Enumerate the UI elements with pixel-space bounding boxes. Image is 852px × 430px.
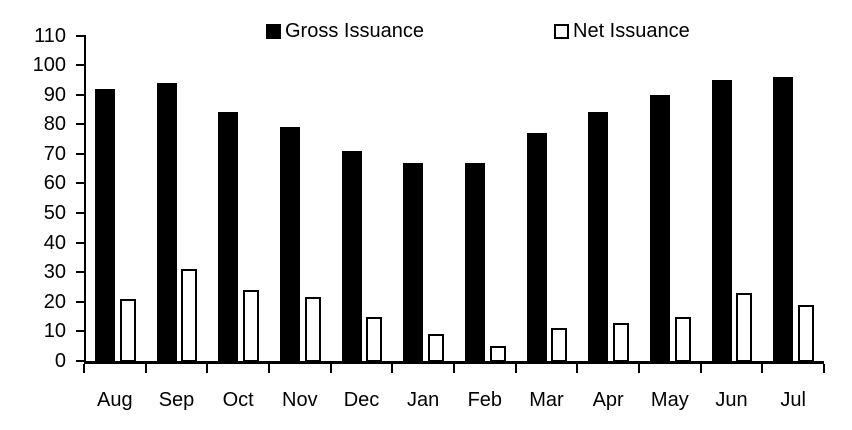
x-axis-tick (761, 364, 764, 373)
bar-net-feb (489, 346, 506, 362)
x-axis-tick (823, 364, 825, 373)
bar-gross-apr (588, 112, 609, 362)
y-axis-label: 60 (43, 172, 66, 195)
y-axis-tick (76, 64, 84, 67)
y-axis-tick (76, 330, 84, 333)
bar-net-jun (736, 292, 753, 362)
y-axis-tick (76, 271, 84, 274)
x-axis-tick (83, 364, 85, 373)
x-axis-tick (453, 364, 455, 373)
bar-gross-jan (403, 162, 424, 362)
x-axis-label: Apr (592, 389, 624, 411)
bar-net-jul (797, 304, 814, 362)
x-axis-tick (268, 364, 270, 373)
bar-net-may (674, 316, 691, 362)
x-axis-tick (699, 364, 702, 373)
y-axis-tick (76, 241, 84, 244)
y-axis-label: 40 (43, 231, 66, 254)
y-axis-tick (76, 152, 84, 155)
legend-item-gross: Gross Issuance (266, 21, 424, 41)
bar-net-oct (242, 289, 259, 362)
bar-net-jan (427, 334, 444, 362)
y-axis-label: 50 (43, 202, 66, 225)
bar-net-sep (181, 269, 198, 362)
legend-label-gross: Gross Issuance (285, 20, 424, 42)
y-axis-label: 90 (43, 83, 66, 106)
bar-gross-oct (218, 112, 239, 362)
bar-net-dec (366, 316, 383, 362)
y-axis-label: 20 (43, 290, 66, 313)
legend-item-net: Net Issuance (554, 21, 690, 41)
x-axis-tick (638, 364, 640, 373)
bar-gross-mar (526, 133, 547, 362)
bar-net-nov (304, 297, 321, 362)
y-axis-tick (76, 182, 84, 185)
x-axis-label: May (650, 389, 689, 411)
x-axis-label: Aug (97, 389, 133, 411)
bar-net-mar (551, 328, 568, 362)
y-axis-label: 70 (43, 142, 66, 165)
x-axis-label: Jun (715, 389, 748, 411)
y-axis-label: 100 (32, 54, 66, 77)
x-axis-label: Mar (529, 389, 564, 411)
bar-gross-jul (773, 76, 794, 362)
bar-gross-may (650, 94, 670, 362)
y-axis-label: 80 (43, 113, 66, 136)
x-axis-tick (576, 364, 579, 373)
x-axis-label: Sep (158, 389, 195, 411)
bar-net-aug (119, 298, 136, 362)
bar-gross-jun (711, 79, 732, 362)
gross-issuance-swatch-icon (266, 23, 281, 39)
bar-gross-aug (95, 88, 115, 362)
x-axis-tick (514, 364, 517, 373)
x-axis-label: Nov (282, 389, 318, 411)
x-axis-tick (144, 364, 147, 373)
y-axis-tick (76, 34, 84, 37)
y-axis-tick (76, 123, 84, 126)
bar-gross-nov (280, 127, 300, 362)
bar-gross-sep (156, 82, 177, 362)
y-axis-tick (76, 360, 84, 362)
y-axis-label: 110 (34, 24, 66, 47)
bar-net-apr (612, 322, 629, 362)
x-axis-tick (391, 364, 394, 373)
y-axis-tick (76, 300, 84, 303)
x-axis-label: Oct (222, 389, 254, 411)
y-axis-tick (76, 212, 84, 215)
legend-label-net: Net Issuance (573, 20, 690, 42)
bar-gross-dec (341, 150, 362, 362)
y-axis-label: 0 (54, 350, 66, 372)
x-axis-label: Feb (467, 389, 503, 411)
y-axis-label: 10 (43, 320, 66, 343)
x-axis-label: Jan (407, 389, 440, 411)
x-axis-tick (206, 364, 209, 373)
x-axis-label: Jul (780, 389, 806, 411)
y-axis-tick (76, 93, 84, 96)
x-axis (84, 361, 824, 364)
x-axis-tick (329, 364, 332, 373)
x-axis-label: Dec (343, 389, 380, 411)
y-axis (84, 35, 86, 364)
bar-gross-feb (465, 162, 485, 362)
net-issuance-swatch-icon (554, 23, 569, 39)
y-axis-label: 30 (43, 261, 66, 284)
